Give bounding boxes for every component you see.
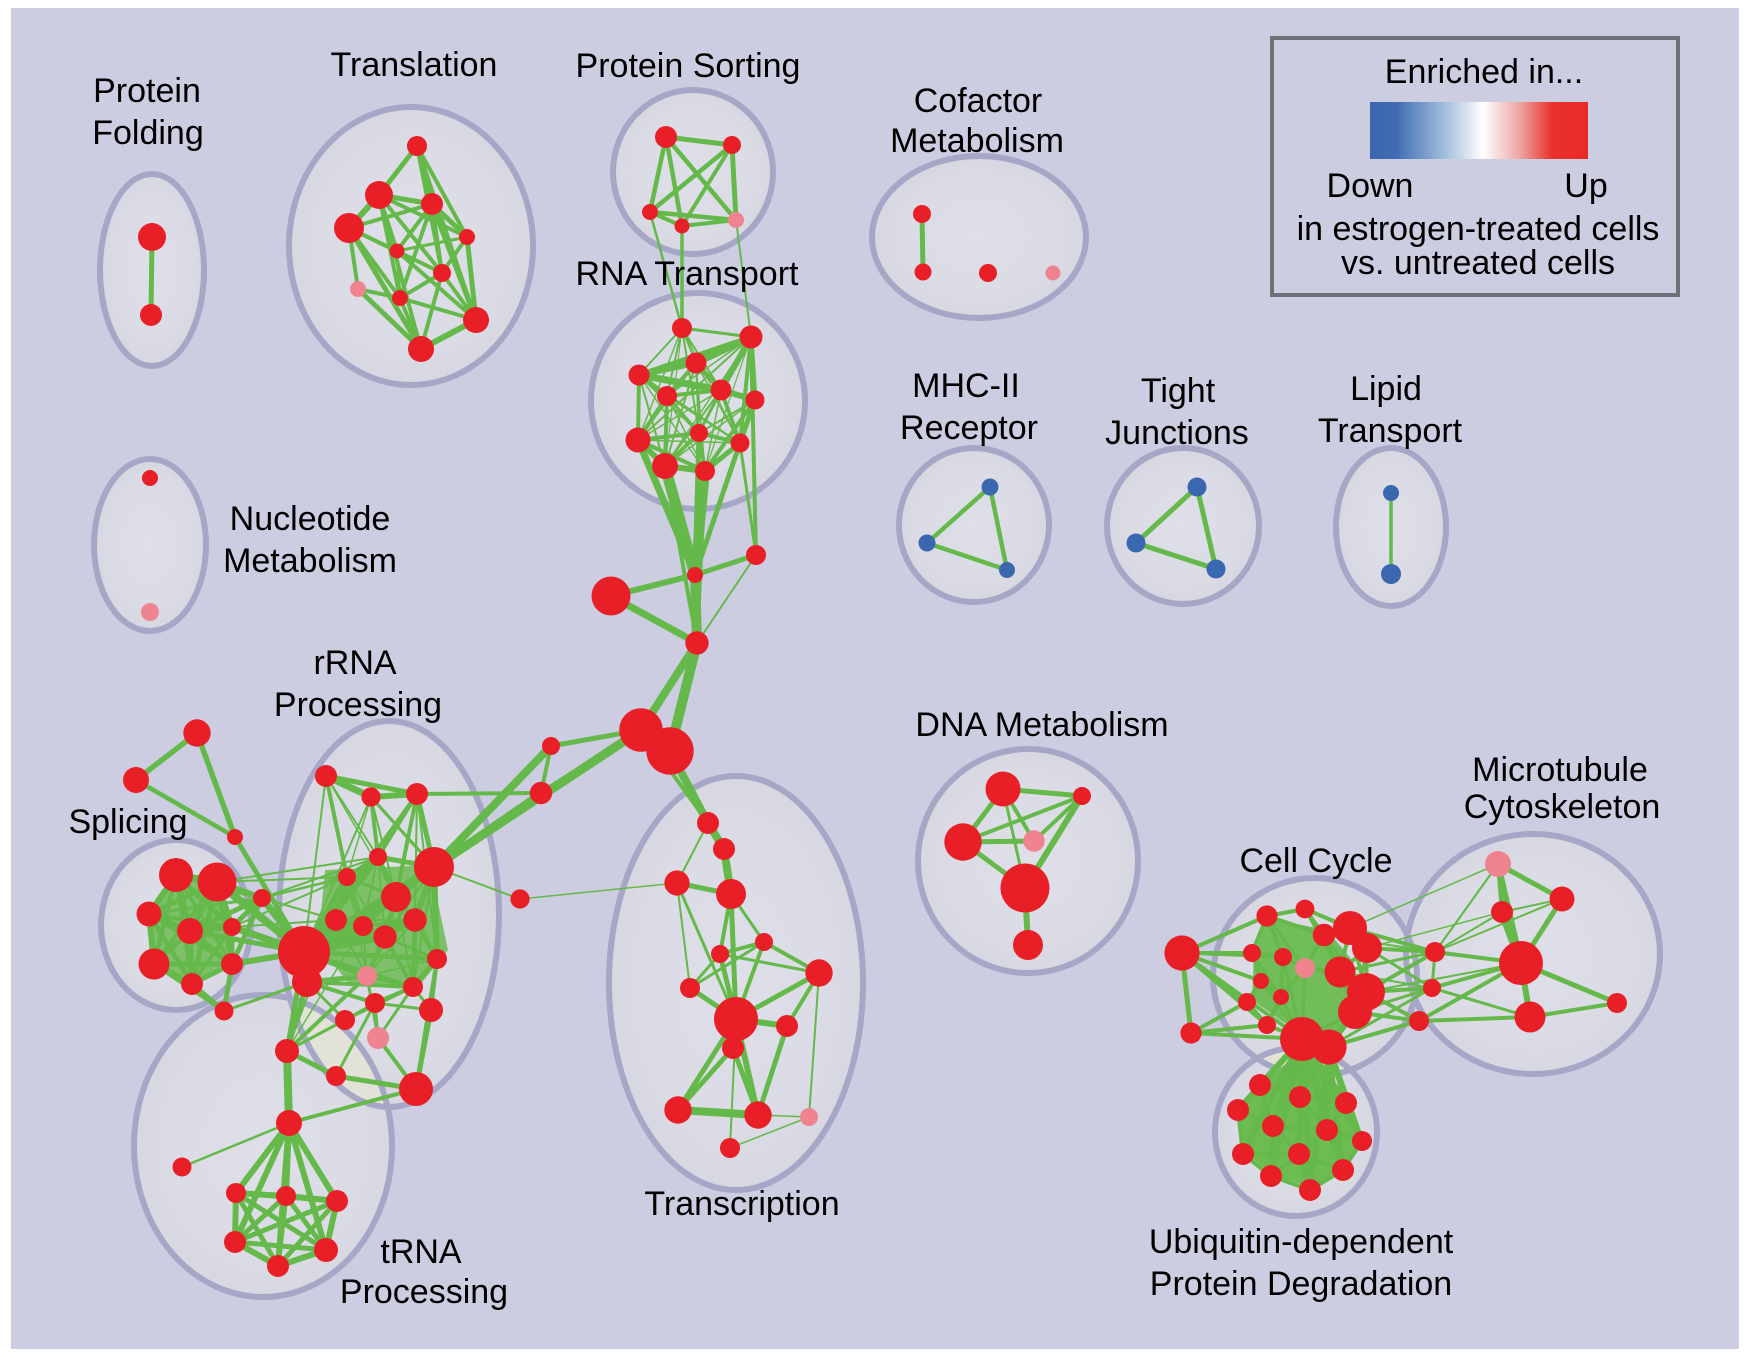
- svg-text:Transcription: Transcription: [644, 1185, 839, 1223]
- svg-text:Up: Up: [1564, 167, 1607, 205]
- svg-text:Processing: Processing: [340, 1273, 508, 1311]
- svg-text:Processing: Processing: [274, 686, 442, 724]
- svg-text:Nucleotide: Nucleotide: [230, 500, 391, 538]
- svg-text:Junctions: Junctions: [1105, 414, 1249, 452]
- svg-text:Cofactor: Cofactor: [914, 82, 1043, 120]
- svg-text:tRNA: tRNA: [380, 1233, 462, 1271]
- svg-text:vs. untreated cells: vs. untreated cells: [1341, 244, 1615, 282]
- svg-text:RNA Transport: RNA Transport: [576, 255, 800, 293]
- svg-text:Microtubule: Microtubule: [1472, 751, 1648, 789]
- svg-text:Protein: Protein: [93, 72, 201, 110]
- svg-text:Cytoskeleton: Cytoskeleton: [1464, 788, 1661, 826]
- svg-text:Protein Sorting: Protein Sorting: [576, 47, 801, 85]
- svg-text:Folding: Folding: [92, 114, 204, 152]
- svg-text:Translation: Translation: [331, 46, 498, 84]
- svg-text:Metabolism: Metabolism: [890, 122, 1064, 160]
- svg-text:Lipid: Lipid: [1350, 370, 1422, 408]
- svg-text:Protein Degradation: Protein Degradation: [1150, 1265, 1452, 1303]
- svg-text:Tight: Tight: [1141, 372, 1216, 410]
- svg-text:Metabolism: Metabolism: [223, 542, 397, 580]
- svg-text:rRNA: rRNA: [313, 644, 396, 682]
- svg-text:DNA Metabolism: DNA Metabolism: [915, 706, 1168, 744]
- svg-text:Down: Down: [1327, 167, 1414, 205]
- svg-text:Ubiquitin-dependent: Ubiquitin-dependent: [1149, 1223, 1454, 1261]
- svg-text:Transport: Transport: [1318, 412, 1463, 450]
- svg-text:Enriched in...: Enriched in...: [1385, 53, 1583, 91]
- svg-text:Receptor: Receptor: [900, 409, 1038, 447]
- svg-text:MHC-II: MHC-II: [912, 367, 1020, 405]
- svg-text:Cell Cycle: Cell Cycle: [1239, 842, 1392, 880]
- svg-text:Splicing: Splicing: [68, 803, 187, 841]
- svg-text:in estrogen-treated cells: in estrogen-treated cells: [1297, 210, 1660, 248]
